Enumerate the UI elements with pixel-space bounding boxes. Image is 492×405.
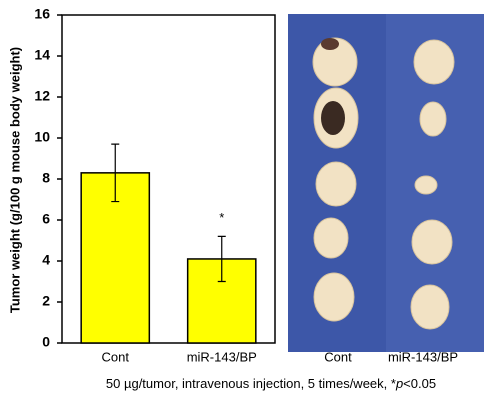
y-tick-label: 10 xyxy=(34,129,50,145)
y-tick-label: 0 xyxy=(42,334,50,350)
photo: Cont miR-143/BP xyxy=(288,14,484,364)
caption-part: 50 µg/tumor, intravenous injection, 5 ti… xyxy=(106,376,396,391)
figure: Cont miR-143/BP 50 µg/tumor, intravenous… xyxy=(0,0,492,400)
caption: 50 µg/tumor, intravenous injection, 5 ti… xyxy=(106,376,436,391)
tumor-dark xyxy=(321,38,339,50)
photo-label: miR-143/BP xyxy=(388,349,458,364)
y-tick-label: 16 xyxy=(34,6,50,22)
caption-part: <0.05 xyxy=(403,376,436,391)
y-tick-label: 4 xyxy=(42,252,50,268)
y-tick-label: 8 xyxy=(42,170,50,186)
photo-label: Cont xyxy=(324,349,352,364)
significance-marker: * xyxy=(219,210,224,225)
caption-part: p xyxy=(395,376,403,391)
y-axis-label: Tumor weight (g/100 g mouse body weight) xyxy=(7,47,22,313)
tumor-dark xyxy=(321,101,345,135)
x-tick-label: Cont xyxy=(102,349,130,364)
x-tick-label: miR-143/BP xyxy=(187,349,257,364)
y-tick-label: 6 xyxy=(42,211,50,227)
y-tick-label: 2 xyxy=(42,293,50,309)
y-tick-label: 12 xyxy=(34,88,50,104)
page: Cont miR-143/BP 50 µg/tumor, intravenous… xyxy=(0,0,492,405)
y-tick-label: 14 xyxy=(34,47,50,63)
